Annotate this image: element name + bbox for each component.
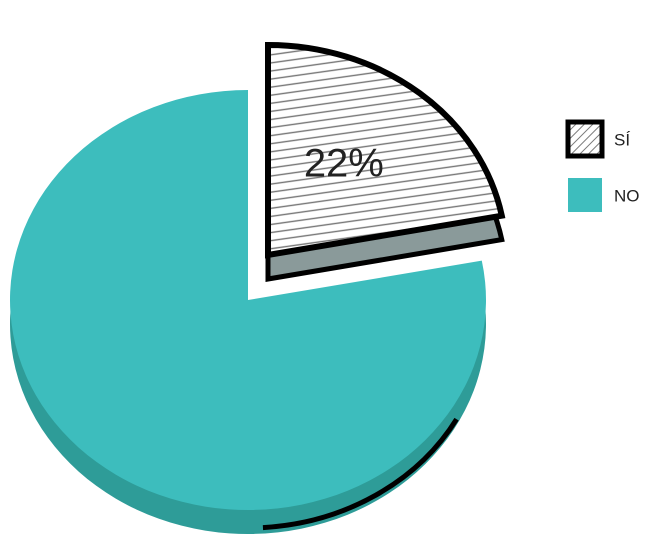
legend-label: NO — [614, 186, 640, 205]
legend-swatch — [565, 119, 605, 159]
legend-swatch — [568, 178, 602, 212]
rim-accent — [262, 417, 459, 531]
value-label: 22% — [304, 142, 384, 186]
legend: SÍ NO — [565, 119, 640, 212]
legend-label: SÍ — [614, 130, 630, 149]
slice — [265, 41, 506, 259]
slice — [9, 90, 487, 511]
pie: 22% — [9, 41, 506, 534]
